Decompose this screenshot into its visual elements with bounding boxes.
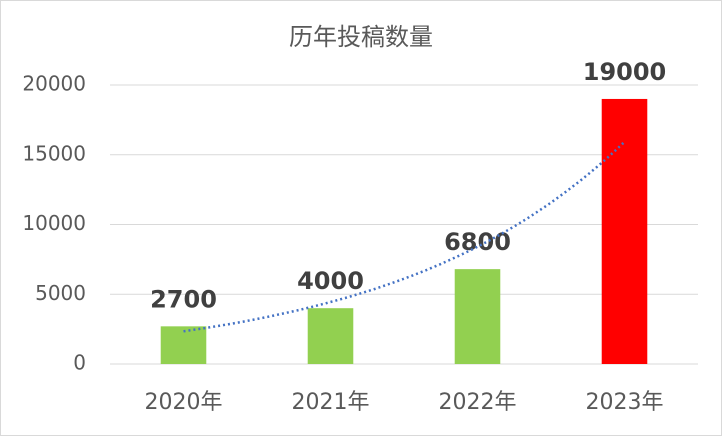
bar: [601, 98, 648, 364]
value-label: 19000: [583, 58, 667, 86]
bar: [160, 326, 207, 364]
bar: [307, 308, 354, 364]
value-label: 4000: [297, 267, 364, 295]
x-tick-label: 2023年: [586, 390, 664, 415]
y-tick-label: 0: [73, 351, 86, 375]
value-label: 2700: [150, 285, 217, 313]
value-label: 6800: [444, 228, 511, 256]
y-tick-label: 20000: [22, 72, 86, 96]
x-tick-label: 2021年: [292, 390, 370, 415]
y-tick-label: 5000: [35, 281, 86, 305]
y-tick-label: 15000: [22, 141, 86, 165]
x-tick-label: 2020年: [145, 390, 223, 415]
bar: [454, 269, 501, 364]
chart-title: 历年投稿数量: [289, 23, 433, 51]
x-tick-label: 2022年: [439, 390, 517, 415]
y-tick-label: 10000: [22, 211, 86, 235]
